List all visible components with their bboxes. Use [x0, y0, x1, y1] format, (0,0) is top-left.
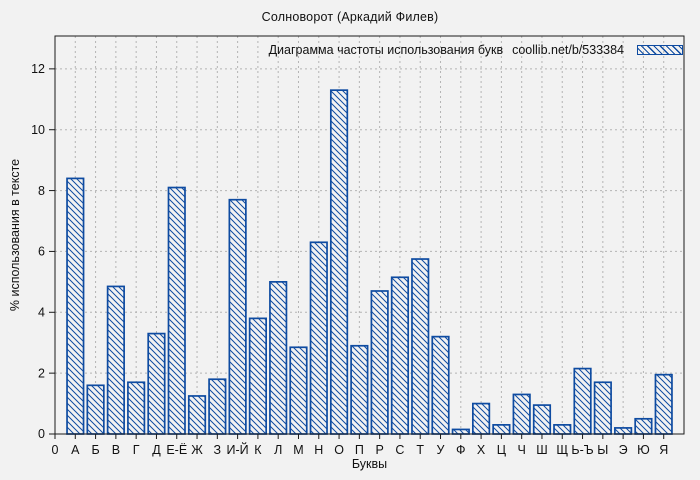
x-tick-label: Б — [91, 443, 99, 457]
bar-Е-Ё — [167, 186, 186, 435]
y-tick-label: 12 — [31, 62, 45, 76]
x-tick-label: А — [71, 443, 80, 457]
y-tick-label: 0 — [38, 427, 45, 441]
x-tick-label: З — [214, 443, 222, 457]
x-tick-label: У — [437, 443, 445, 457]
x-tick-label: И-Й — [227, 442, 249, 457]
bar-М — [289, 346, 308, 435]
bar-Ч — [512, 393, 531, 435]
bar-Щ — [553, 424, 572, 435]
x-tick-label: П — [355, 443, 364, 457]
y-tick-label: 10 — [31, 123, 45, 137]
legend-source: coollib.net/b/533384 — [512, 43, 624, 57]
bar-Л — [269, 281, 288, 435]
y-axis-label: % использования в тексте — [8, 158, 22, 312]
x-tick-label: С — [395, 443, 404, 457]
x-tick-label: Г — [133, 443, 140, 457]
bar-Ь-Ъ — [573, 367, 592, 435]
x-tick-origin: 0 — [52, 443, 59, 457]
bar-У — [431, 335, 450, 435]
x-tick-label: К — [254, 443, 262, 457]
bar-Ы — [593, 381, 612, 435]
legend-hatch-swatch-icon — [637, 45, 683, 55]
bar-Д — [147, 332, 166, 435]
x-tick-label: Ю — [637, 443, 650, 457]
bar-А — [66, 177, 85, 435]
x-tick-label: Ж — [191, 443, 203, 457]
bar-Ц — [492, 424, 511, 435]
y-tick-label: 4 — [38, 305, 45, 319]
bar-Я — [654, 373, 673, 435]
bar-Б — [86, 384, 105, 435]
x-tick-label: Т — [416, 443, 424, 457]
bar-Э — [614, 427, 633, 435]
x-tick-label: Ч — [518, 443, 526, 457]
x-tick-label: Ф — [456, 443, 466, 457]
x-tick-label: Д — [152, 443, 161, 457]
bar-Н — [309, 241, 328, 435]
x-tick-label: М — [293, 443, 303, 457]
bar-П — [350, 344, 369, 435]
x-tick-label: Л — [274, 443, 282, 457]
x-tick-label: Ы — [597, 443, 608, 457]
x-tick-label: Я — [659, 443, 668, 457]
bar-З — [208, 378, 227, 435]
legend-label: Диаграмма частоты использования букв — [268, 43, 504, 57]
x-tick-label: Х — [477, 443, 486, 457]
x-tick-label: Е-Ё — [166, 443, 187, 457]
plot-border — [54, 35, 685, 435]
x-tick-label: Р — [375, 443, 383, 457]
x-tick-label: Ц — [497, 443, 507, 457]
bar-Р — [370, 290, 389, 435]
y-tick-label: 6 — [38, 245, 45, 259]
x-tick-label: Н — [314, 443, 323, 457]
chart-title: Солноворот (Аркадий Филев) — [261, 10, 439, 24]
bar-С — [390, 276, 410, 435]
bar-Ю — [634, 417, 653, 435]
x-tick-label: Ь-Ъ — [571, 443, 593, 457]
x-tick-label: В — [112, 443, 120, 457]
bar-Х — [471, 402, 491, 435]
bar-Г — [127, 381, 146, 435]
bar-Ф — [451, 428, 470, 435]
bar-И-Й — [228, 198, 247, 435]
bar-Т — [411, 258, 430, 435]
x-tick-label: Ш — [536, 443, 547, 457]
bar-Ш — [532, 404, 552, 435]
legend: Диаграмма частоты использования букв coo… — [269, 43, 683, 57]
y-tick-label: 2 — [38, 366, 45, 380]
bar-В — [106, 285, 125, 435]
bar-К — [248, 317, 268, 435]
x-tick-label: Щ — [556, 443, 568, 457]
y-tick-label: 8 — [38, 184, 45, 198]
x-axis-label: Буквы — [351, 457, 388, 471]
bar-Ж — [187, 395, 207, 435]
x-tick-label: Э — [619, 443, 628, 457]
bar-О — [329, 89, 349, 435]
x-tick-label: О — [334, 443, 344, 457]
